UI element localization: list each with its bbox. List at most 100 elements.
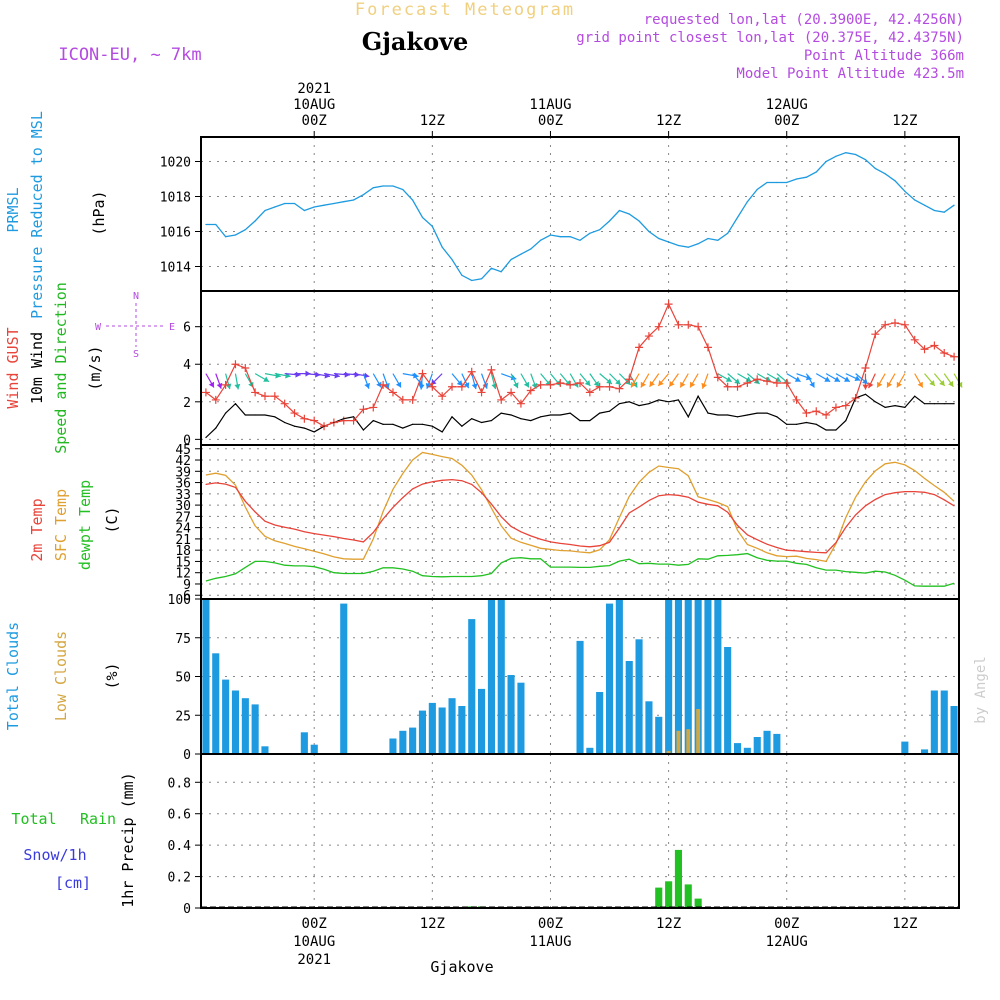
pressure-point [520,253,522,255]
time-label-bottom: 12Z [892,916,917,932]
wind-speed-point [805,421,808,424]
wind-gust-marker [861,364,870,372]
temp-2m-point [727,511,729,513]
wind-speed-point [313,431,315,433]
total-cloud-bar [773,733,781,754]
wind-gust-marker [595,382,604,391]
y-tick-label: 0 [183,902,191,917]
total-cloud-bar [743,747,751,754]
temp-2m-point [914,491,916,493]
total-cloud-bar [684,599,692,754]
precip-label-total: Total [11,810,56,828]
wind-arrow-head [649,380,655,387]
wind-gust-marker [782,379,791,388]
temp-2m-point [746,534,748,536]
pressure-point [776,181,778,184]
temp-2m-point [549,541,551,543]
time-label-top: 12Z [420,113,445,129]
wind-arrow-head [854,375,861,381]
total-cloud-bar [606,603,614,754]
wind-speed-point [392,423,394,425]
temp-2m-point [894,492,896,494]
wind-arrow-head [234,383,241,390]
wind-arrow-head [669,380,675,387]
pressure-point [215,223,217,226]
total-cloud-bar [704,599,712,754]
pressure-point [303,209,305,212]
wind-arrow-head [939,380,945,386]
wind-arrow-head [471,383,478,390]
wind-speed-point [421,423,424,425]
wind-speed-point [559,414,561,416]
wind-speed-point [835,429,837,431]
y-tick-label: 75 [175,632,191,647]
wind-speed-point [540,416,542,418]
temp-2m-point [658,495,660,497]
wind-arrow-head [917,381,923,388]
clouds-panel: Total Clouds Low Clouds (%) 0 25 50 75 100 [4,593,960,763]
time-label-top: 10AUG [293,97,335,113]
total-cloud-bar [714,599,722,754]
wind-speed-point [628,401,630,403]
y-tick-label: 39 [175,465,191,480]
pressure-point [717,239,719,241]
total-cloud-bar [399,730,407,755]
total-cloud-bar [409,727,417,754]
wind-arrow-head [658,380,664,386]
wind-gust-marker [625,375,634,384]
total-cloud-bar [645,701,653,754]
pressure-point [333,202,335,205]
pressure-point [313,206,315,208]
pressure-point [402,188,404,191]
wind-speed-point [687,416,689,418]
wind-gust-marker [772,379,781,388]
wind-speed-point [215,427,217,429]
temp-2m-point [451,479,453,481]
temp-2m-point [421,483,423,485]
temperature-panel: 2m Temp SFC Temp dewpt Temp (C) 69121518… [28,443,960,604]
wind-gust-marker [585,388,594,397]
precip-label-rain: Rain [80,810,116,828]
wind-gust-marker [477,388,486,397]
total-cloud-bar [674,599,682,754]
wind-gust-marker [644,332,653,341]
total-cloud-bar [300,732,308,754]
wind-label-dir: Speed and Direction [52,282,70,454]
wind-gust-marker [831,403,840,412]
pressure-point [825,160,827,163]
wind-speed-point [864,393,867,395]
temp-2m-point [362,541,364,543]
wind-arrow-head [263,376,269,382]
wind-speed-point [933,403,935,405]
temp-2m-point [510,526,512,528]
total-cloud-bar [753,737,761,754]
wind-arrow-head [413,372,419,379]
wind-speed-point [362,429,365,431]
y-tick-label: 0 [183,748,191,763]
temp-2m-point [776,547,778,549]
wind-arrow-head [216,382,223,389]
wind-arrow-head [929,380,935,386]
temp-2m-point [707,503,709,505]
pressure-line [205,152,955,282]
wind-speed-point [549,414,552,416]
wind-arrow-head [523,381,529,388]
pressure-point [874,167,876,170]
wind-speed-point [530,419,532,422]
pressure-point [352,199,355,201]
pressure-point [343,201,345,203]
wind-gust-marker [270,392,279,401]
wind-speed-point [707,412,709,414]
wind-speed-point [786,423,788,425]
wind-gust-marker [910,335,919,344]
time-label-bottom: 00Z [774,916,799,932]
wind-gust-marker [300,414,309,423]
temp-2m-point [343,538,345,540]
wind-speed-point [205,436,207,439]
rain-bar [665,881,673,908]
temp-2m-point [924,491,926,493]
total-cloud-bar [448,698,456,754]
wind-speed-point [845,419,847,422]
wind-label-gust: Wind GUST [4,327,22,408]
wind-speed-point [677,399,680,401]
